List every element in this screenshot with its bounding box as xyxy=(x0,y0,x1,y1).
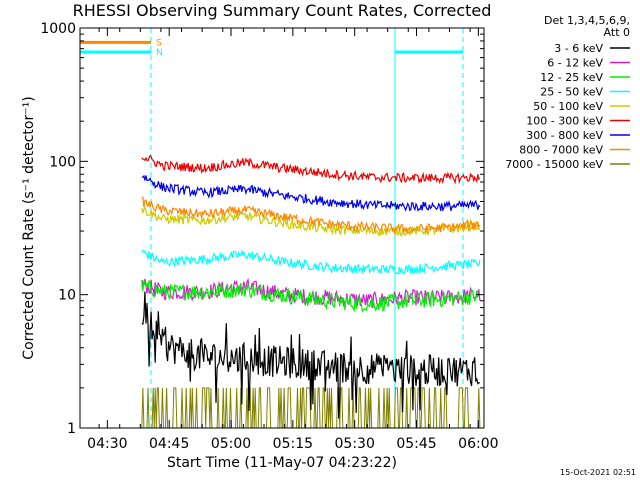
x-tick-label: 06:00 xyxy=(458,436,498,452)
y-axis-label: Corrected Count Rate (s⁻¹ detector⁻¹) xyxy=(21,96,37,359)
legend-label: 7000 - 15000 keV xyxy=(505,158,603,171)
y-tick-label: 1000 xyxy=(40,21,76,37)
legend-label: 100 - 300 keV xyxy=(526,115,603,128)
legend-label: 3 - 6 keV xyxy=(554,42,603,55)
timestamp: 15-Oct-2021 02:51 xyxy=(560,468,636,477)
axes-layer: 1 10 100 1000 04:30 04:45 05:00 05:15 05:30 05:45… xyxy=(40,21,498,452)
plot-frame xyxy=(79,27,485,429)
x-tick-label: 04:45 xyxy=(149,436,189,452)
x-tick-label: 05:30 xyxy=(335,436,375,452)
series-line-12-25-kev xyxy=(141,279,480,313)
legend-label: 25 - 50 keV xyxy=(540,86,603,99)
y-tick-label: 10 xyxy=(58,288,76,304)
series-line-3-6-kev xyxy=(141,291,480,419)
x-axis-label: Start Time (11-May-07 04:23:22) xyxy=(167,455,397,471)
series-layer xyxy=(141,154,481,429)
obs-bands: SN xyxy=(80,28,464,428)
legend-label: 300 - 800 keV xyxy=(526,129,603,142)
legend-header-detectors: Det 1,3,4,5,6,9, xyxy=(544,14,630,27)
series-line-100-300-kev xyxy=(141,154,481,185)
x-tick-label: 05:45 xyxy=(396,436,436,452)
legend-label: 6 - 12 keV xyxy=(547,57,603,70)
legend-header-attenuator: Att 0 xyxy=(604,26,630,39)
series-line-50-100-kev xyxy=(141,205,481,238)
flag-label-s: S xyxy=(156,38,162,48)
legend-label: 50 - 100 keV xyxy=(533,100,603,113)
chart-title: RHESSI Observing Summary Count Rates, Co… xyxy=(73,1,492,20)
y-tick-label: 1 xyxy=(67,421,76,437)
series-line-25-50-kev xyxy=(141,249,481,275)
series-line-300-800-kev xyxy=(141,174,481,212)
y-tick-label: 100 xyxy=(49,154,76,170)
legend-label: 800 - 7000 keV xyxy=(519,144,603,157)
x-tick-label: 05:15 xyxy=(273,436,313,452)
series-line-6-12-kev xyxy=(141,277,481,309)
x-tick-label: 05:00 xyxy=(211,436,251,452)
legend-label: 12 - 25 keV xyxy=(540,71,603,84)
series-line-800-7000-kev xyxy=(141,196,481,235)
x-tick-label: 04:30 xyxy=(87,436,127,452)
flag-label-n: N xyxy=(156,48,163,58)
